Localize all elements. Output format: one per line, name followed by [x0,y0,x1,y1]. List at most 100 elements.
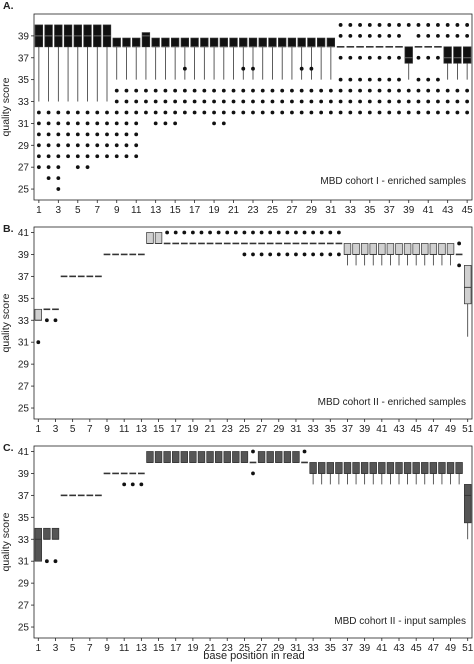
panel-a-outlier [75,165,80,170]
panel-c-ytick-label: 35 [18,513,30,524]
panel-a-outlier [309,99,314,104]
panel-a-outlier [114,88,119,93]
panel-b-xtick-label: 51 [462,424,474,435]
panel-c-box [154,451,163,463]
panel-a-outlier [46,110,51,115]
panel-b-xtick-label: 31 [290,424,302,435]
panel-a-xtick-label: 19 [209,205,221,216]
panel-a-outlier [114,110,119,115]
panel-b-box [386,243,395,255]
panel-b-outlier [251,230,255,235]
panel-a-outlier [95,110,100,115]
panel-a-outlier [114,154,119,159]
panel-a-box [112,37,121,48]
panel-a-outlier [377,77,382,82]
panel-a-xtick-label: 9 [114,205,120,216]
panel-a-outlier [358,110,362,115]
panel-b-outlier [302,230,307,235]
panel-a-outlier [426,55,431,60]
panel-a-outlier [56,121,61,126]
panel-a-outlier [377,33,382,38]
panel-a-outlier [144,88,148,93]
panel-a-outlier [66,154,70,159]
panel-b-xtick-label: 1 [36,424,42,435]
panel-a-xtick-label: 39 [403,205,415,216]
panel-a-outlier [173,121,178,126]
panel-b-outlier [319,252,324,257]
panel-a-outlier [231,99,236,104]
panel-b-outlier [53,318,58,323]
panel-c-annotation: MBD cohort II - input samples [334,616,466,627]
panel-a-outlier [85,154,90,159]
panel-b-outlier [276,252,281,257]
panel-a-outlier [338,99,343,104]
panel-b-ytick-label: 27 [18,382,30,393]
panel-c-box [257,451,266,463]
panel-a-outlier [66,132,70,137]
panel-b-box [403,243,412,255]
panel-a-outlier [153,88,158,93]
panel-a-outlier [124,154,129,159]
panel-a-outlier [426,23,431,27]
panel-a-outlier [66,121,70,126]
panel-c-xtick-label: 49 [445,643,457,654]
panel-c-outlier [130,482,135,487]
panel-b-outlier [44,318,49,323]
panel-a-outlier [56,176,61,181]
panel-a-outlier [455,99,460,104]
panel-a-ytick-label: 25 [18,185,30,196]
panel-a-box [453,46,462,64]
panel-b-xtick-label: 21 [204,424,216,435]
panel-c-xtick-label: 3 [53,643,59,654]
panel-c-xtick-label: 15 [153,643,165,654]
panel-a-outlier [338,77,343,82]
panel-c-box [360,462,369,474]
panel-b-xtick-label: 3 [53,424,59,435]
panel-b-y-axis-label: quality score [0,293,12,352]
panel-a-box [161,37,170,48]
panel-a-outlier [173,99,178,104]
panel-c-box [232,451,240,463]
panel-c-xtick-label: 51 [462,643,474,654]
panel-a-outlier [163,121,168,126]
panel-a-box [287,37,297,48]
panel-a-outlier [348,99,353,104]
panel-a-box [170,37,180,48]
panel-c-xtick-label: 47 [428,643,440,654]
panel-a-outlier [445,99,450,104]
panel-a-box [141,32,151,48]
panel-b-xtick-label: 19 [187,424,199,435]
panel-a-outlier [426,77,431,82]
panel-a-outlier [153,110,158,115]
panel-c-box [395,462,403,474]
panel-c-xtick-label: 41 [376,643,388,654]
panel-b-xtick-label: 15 [153,424,165,435]
panel-a-outlier [36,143,41,148]
panel-a-outlier [241,88,246,93]
panel-c-box [146,451,154,463]
panel-a-outlier [416,99,421,104]
panel-a-outlier [46,165,51,170]
panel-a-outlier [426,110,431,115]
panel-a-outlier [290,88,294,93]
panel-a-xtick-label: 35 [364,205,376,216]
panel-a-outlier [309,88,314,93]
panel-b-outlier [328,252,333,257]
panel-a-outlier [328,110,333,115]
panel-c-box [266,451,274,463]
panel-c-box [352,462,360,474]
panel-b-outlier [242,230,247,235]
panel-a-outlier [328,88,333,93]
panel-c-ytick-label: 39 [18,469,30,480]
panel-c-box [455,462,463,474]
panel-a-outlier [367,99,372,104]
panel-b-outlier [173,230,178,235]
panel-a-outlier [163,110,168,115]
panel-a-outlier [134,110,139,115]
panel-a-outlier [367,77,372,82]
panel-a-outlier [66,110,70,115]
panel-b-xtick-label: 27 [256,424,268,435]
panel-a-outlier [56,187,61,191]
panel-b-box [154,232,163,244]
